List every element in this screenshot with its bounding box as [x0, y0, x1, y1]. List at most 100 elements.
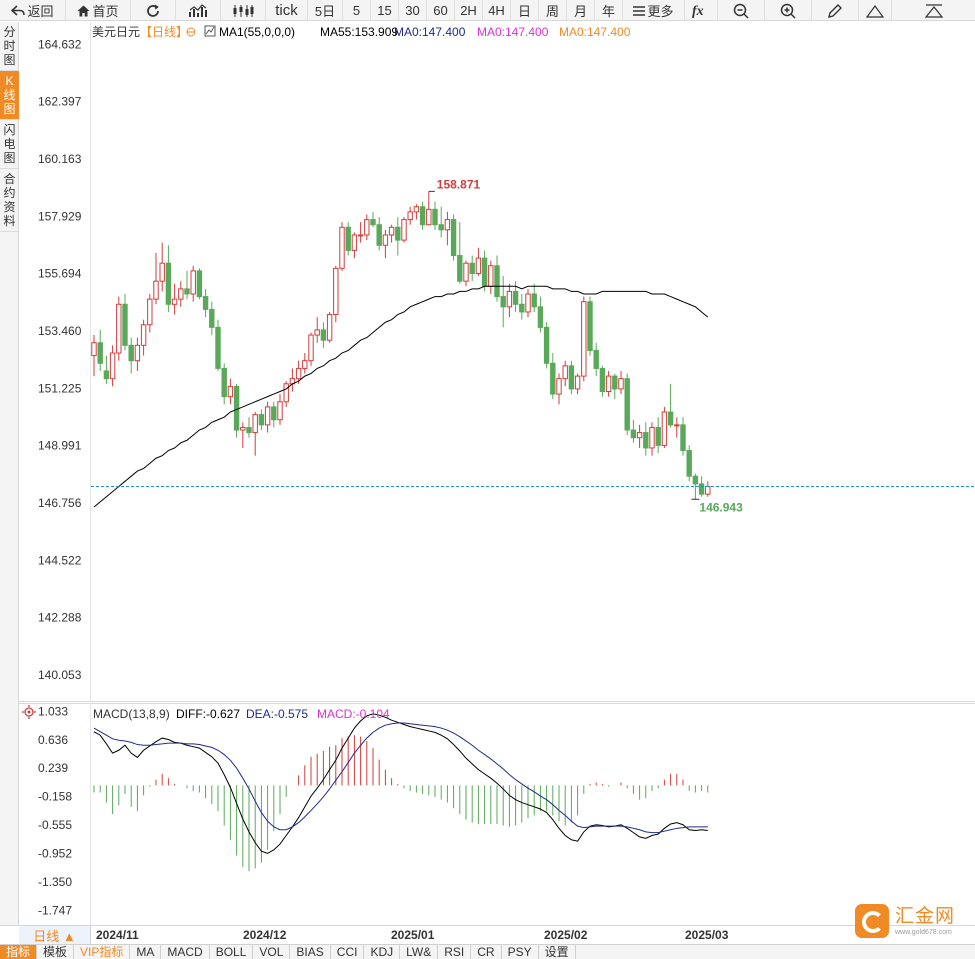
- tab-templates[interactable]: 模板: [37, 945, 75, 959]
- tab-timeshare[interactable]: 分时图: [0, 22, 19, 71]
- price-tick-label: 146.756: [38, 496, 82, 510]
- period-tick[interactable]: tick: [266, 0, 308, 21]
- candle: [320, 322, 327, 348]
- candle: [667, 383, 674, 428]
- period-2h[interactable]: 2H: [455, 0, 483, 21]
- tab-vip-indicators[interactable]: VIP指标: [74, 945, 131, 959]
- zoom-in-button[interactable]: [765, 0, 812, 21]
- candle: [618, 370, 624, 395]
- period-30min[interactable]: 30: [399, 0, 427, 21]
- tab-kdj[interactable]: KDJ: [364, 945, 401, 959]
- price-tick-label: 142.288: [38, 611, 82, 625]
- candle: [295, 360, 302, 384]
- back-button[interactable]: 返回: [0, 0, 66, 21]
- tab-boll[interactable]: BOLL: [210, 945, 254, 959]
- tab-cr[interactable]: CR: [471, 945, 502, 959]
- period-week[interactable]: 周: [539, 0, 567, 21]
- price-tick-label: 164.632: [38, 37, 82, 51]
- macd-tick-label: -0.952: [38, 847, 72, 861]
- candle: [302, 353, 308, 374]
- home-button[interactable]: 首页: [66, 0, 131, 21]
- tab-cci[interactable]: CCI: [331, 945, 365, 959]
- macd-settings-icon[interactable]: [22, 705, 36, 719]
- candle: [636, 424, 643, 448]
- candle: [345, 222, 351, 256]
- refresh-button[interactable]: [131, 0, 176, 21]
- candle: [643, 422, 649, 456]
- candle: [407, 206, 413, 225]
- candlestick-icon: [233, 4, 254, 17]
- dea-label: DEA:-0.575: [246, 707, 308, 721]
- period-selector[interactable]: 日线 ▲: [19, 926, 91, 944]
- expand-up-button[interactable]: [859, 0, 892, 21]
- function-button[interactable]: fx: [685, 0, 718, 21]
- period-15min[interactable]: 15: [371, 0, 399, 21]
- candle: [705, 481, 711, 497]
- candle: [264, 401, 271, 433]
- candle: [252, 412, 258, 456]
- candle: [370, 211, 376, 228]
- zoom-out-button[interactable]: [718, 0, 765, 21]
- candle: [240, 422, 246, 448]
- candle: [258, 409, 265, 430]
- tab-settings[interactable]: 设置: [539, 945, 576, 959]
- period-4h[interactable]: 4H: [483, 0, 511, 21]
- draw-button[interactable]: [812, 0, 859, 21]
- price-tick-label: 140.053: [38, 668, 82, 682]
- period-5min[interactable]: 5: [343, 0, 371, 21]
- ma1-label: MA1(55,0,0,0): [219, 25, 295, 39]
- lock-icon[interactable]: [186, 27, 196, 37]
- tab-lw[interactable]: LW&: [400, 945, 439, 959]
- svg-text:fx: fx: [692, 4, 704, 18]
- candle: [171, 283, 178, 315]
- collapse-button[interactable]: [892, 0, 975, 21]
- tab-bias[interactable]: BIAS: [290, 945, 331, 959]
- period-60min[interactable]: 60: [427, 0, 455, 21]
- date-label-nov: 2024/11: [96, 928, 139, 942]
- candle: [97, 329, 103, 371]
- candle-style-button[interactable]: [221, 0, 266, 21]
- candle: [680, 417, 686, 456]
- period-year[interactable]: 年: [595, 0, 623, 21]
- candle: [395, 217, 401, 256]
- candle: [550, 353, 556, 400]
- candle: [543, 322, 550, 369]
- zoom-in-icon: [780, 3, 796, 19]
- tab-vol[interactable]: VOL: [253, 945, 291, 959]
- tab-contract-info[interactable]: 合约资料: [0, 169, 19, 232]
- tab-kline[interactable]: K线图: [0, 71, 19, 120]
- tab-macd[interactable]: MACD: [161, 945, 210, 959]
- candle: [376, 217, 382, 251]
- candle: [512, 281, 519, 312]
- indicator-settings-icon[interactable]: [204, 25, 216, 37]
- candle: [432, 201, 438, 230]
- watermark-text: 汇金网 www.gold678.com: [895, 906, 955, 937]
- home-icon: [77, 5, 90, 16]
- tab-psy[interactable]: PSY: [502, 945, 539, 959]
- more-label: 更多: [647, 4, 674, 19]
- candle: [271, 401, 277, 428]
- candle: [686, 445, 692, 482]
- candle: [438, 206, 444, 238]
- period-month[interactable]: 月: [567, 0, 595, 21]
- period-day[interactable]: 日: [511, 0, 539, 21]
- tab-indicators[interactable]: 指标: [0, 945, 38, 959]
- chart-type-button[interactable]: [176, 0, 221, 21]
- candle: [364, 214, 370, 241]
- back-arrow-icon: [11, 4, 26, 16]
- candle: [655, 417, 661, 454]
- candle: [488, 260, 494, 294]
- candle: [500, 276, 506, 328]
- period-5day[interactable]: 5日: [308, 0, 343, 21]
- tab-rsi[interactable]: RSI: [438, 945, 472, 959]
- tab-flash[interactable]: 闪电图: [0, 120, 19, 169]
- kline-chart[interactable]: 164.632 162.397 160.163 157.929 155.694 153.4…: [19, 22, 975, 702]
- candle: [692, 473, 699, 500]
- candle: [140, 319, 147, 356]
- tab-ma[interactable]: MA: [130, 945, 162, 959]
- macd-chart[interactable]: 1.033 0.636 0.239 -0.158 -0.555 -0.952 -1.350 -…: [19, 703, 975, 925]
- candle: [599, 365, 606, 397]
- refresh-icon: [147, 4, 159, 17]
- more-button[interactable]: 更多: [623, 0, 685, 21]
